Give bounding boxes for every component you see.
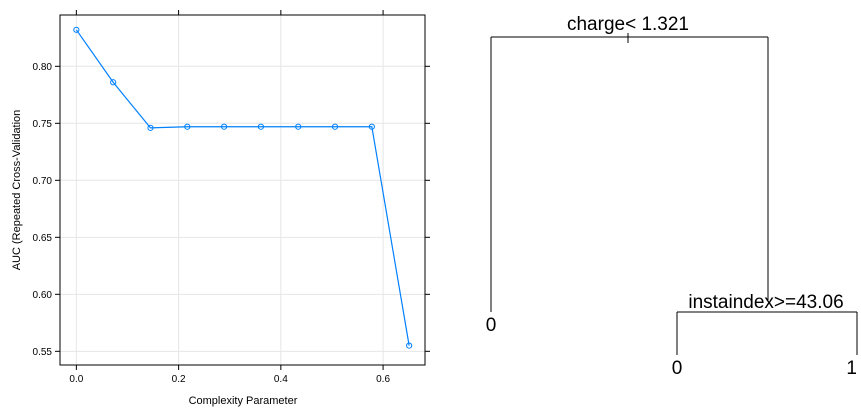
data-point — [257, 123, 265, 130]
data-point — [220, 123, 228, 130]
decision-tree — [490, 33, 858, 355]
grid — [60, 15, 425, 365]
y-tick-label: 0.60 — [33, 290, 53, 301]
series-line — [75, 29, 410, 346]
data-point — [184, 123, 191, 130]
tree-second-split-label: instaindex>=43.06 — [688, 292, 843, 313]
data-points — [73, 26, 413, 349]
tree-root-split-label: charge< 1.321 — [567, 14, 689, 35]
x-tick-label: 0.6 — [376, 374, 390, 385]
y-tick-label: 0.75 — [33, 119, 53, 130]
data-point — [110, 79, 117, 86]
data-point — [368, 123, 375, 130]
x-tick-label: 0.4 — [274, 374, 288, 385]
data-point — [295, 123, 302, 130]
x-tick-label: 0.0 — [69, 374, 83, 385]
x-tick-label: 0.2 — [172, 374, 186, 385]
y-tick-label: 0.80 — [33, 62, 53, 73]
y-axis-label: AUC (Repeated Cross-Validation — [11, 110, 23, 271]
data-point — [331, 123, 339, 130]
y-tick-label: 0.70 — [33, 176, 53, 187]
tree-left-leaf-label: 0 — [486, 315, 497, 336]
tree-split2-right-leaf-label: 1 — [846, 358, 857, 379]
line-chart: 0.0 0.2 0.4 0.6 0.55 0.60 0.65 0.70 0.75 0.80 Com… — [11, 10, 430, 407]
tree-split2-left-leaf-label: 0 — [672, 358, 683, 379]
axis-ticks: 0.0 0.2 0.4 0.6 0.55 0.60 0.65 0.70 0.75 0.80 — [33, 10, 430, 385]
data-point — [147, 124, 154, 131]
y-tick-label: 0.65 — [33, 233, 53, 244]
plot-frame — [59, 14, 426, 366]
data-point — [73, 26, 80, 33]
data-point — [406, 342, 413, 349]
x-axis-label: Complexity Parameter — [189, 395, 298, 407]
y-tick-label: 0.55 — [33, 347, 53, 358]
